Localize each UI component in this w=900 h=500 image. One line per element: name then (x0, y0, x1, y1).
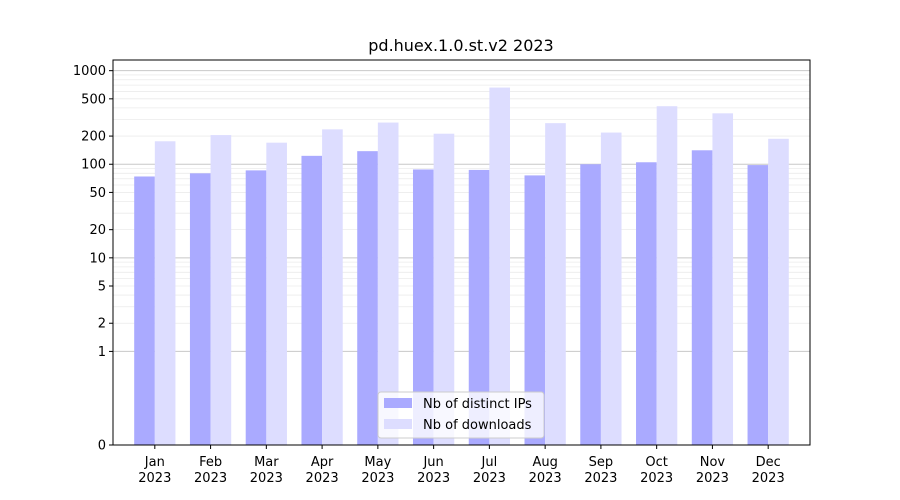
x-tick-label: Jul 2023 (473, 455, 506, 486)
bar-downloads (489, 87, 511, 446)
x-tick-label: Jun 2023 (417, 455, 450, 486)
bar-distinct-ips (189, 173, 211, 445)
legend: Nb of distinct IPs Nb of downloads (377, 391, 545, 439)
legend-swatch-downloads (384, 419, 412, 429)
bar-downloads (433, 133, 455, 446)
y-tick-label: 5 (98, 280, 106, 295)
bar-downloads (266, 142, 287, 445)
bar-distinct-ips (134, 176, 155, 446)
y-tick-label: 500 (81, 92, 106, 107)
plot-frame (112, 59, 811, 446)
chart-title: pd.huex.1.0.st.v2 2023 (368, 36, 553, 55)
legend-label-downloads: Nb of downloads (423, 418, 532, 433)
y-tick-label: 2 (98, 317, 106, 332)
y-tick-label: 200 (81, 130, 106, 145)
y-tick-label: 20 (89, 223, 106, 238)
bar-distinct-ips (468, 169, 490, 445)
bar-distinct-ips (580, 164, 601, 445)
y-tick-label: 10 (89, 251, 106, 266)
x-tick-label: Oct 2023 (640, 455, 673, 486)
legend-label-ips: Nb of distinct IPs (423, 397, 532, 412)
bar-downloads (322, 129, 343, 445)
bar-distinct-ips (747, 165, 769, 445)
bar-downloads (377, 122, 399, 446)
bar-distinct-ips (301, 155, 323, 445)
bar-distinct-ips (412, 169, 434, 446)
bar-distinct-ips (691, 150, 713, 445)
y-tick-label: 0 (98, 439, 106, 454)
bar-downloads (600, 132, 622, 445)
x-tick-label: Nov 2023 (696, 455, 729, 486)
x-tick-label: Apr 2023 (306, 455, 339, 486)
y-tick-label: 1000 (73, 64, 106, 79)
bar-distinct-ips (357, 151, 378, 446)
bar-downloads (656, 106, 678, 445)
y-tick-label: 100 (81, 158, 106, 173)
legend-swatch-ips (384, 398, 412, 408)
x-tick-label: Sep 2023 (584, 455, 617, 486)
bar-downloads (545, 123, 566, 446)
bar-distinct-ips (245, 170, 267, 445)
bars-layer (134, 87, 789, 446)
x-tick-label: Aug 2023 (529, 455, 562, 486)
bar-distinct-ips (524, 175, 546, 445)
bar-downloads (210, 135, 232, 445)
x-tick-label: Mar 2023 (250, 455, 283, 486)
bar-distinct-ips (636, 162, 657, 446)
bar-downloads (712, 113, 734, 446)
x-tick-label: Dec 2023 (752, 455, 785, 486)
y-tick-label: 50 (89, 186, 106, 201)
x-tick-label: Jan 2023 (138, 455, 171, 486)
x-tick-label: Feb 2023 (194, 455, 227, 486)
x-tick-label: May 2023 (361, 455, 394, 486)
bar-downloads (768, 138, 789, 445)
y-axis: 0 1 2 5 10 20 50 100 200 500 1000 (73, 64, 113, 454)
legend-box (377, 391, 545, 439)
y-tick-label: 1 (98, 345, 106, 360)
bar-downloads (154, 141, 176, 446)
x-axis: Jan 2023 Feb 2023 Mar 2023 Apr 2023 May 2023 Jun 20… (138, 445, 785, 486)
